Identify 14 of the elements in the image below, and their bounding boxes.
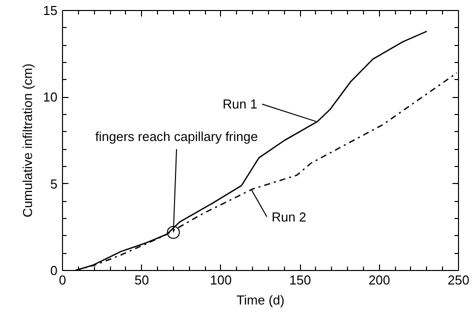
y-tick-label: 0 [50,263,58,278]
y-tick-label: 15 [43,3,58,18]
x-tick-label: 200 [368,272,390,288]
x-axis-title: Time (d) [236,292,284,308]
y-tick-label: 10 [43,90,58,105]
x-tick-label: 100 [210,272,232,288]
legend-label: Run 1 [222,96,258,112]
y-axis-title: Cumulative infiltration (cm) [20,64,36,218]
x-tick-label: 50 [134,272,149,288]
series-label: Run 2 [272,209,306,224]
y-tick-label: 5 [50,176,58,192]
x-tick-label: 250 [448,272,470,288]
annotation: fingers reach capillary fringe [95,128,258,144]
x-tick-label: 150 [289,272,311,288]
